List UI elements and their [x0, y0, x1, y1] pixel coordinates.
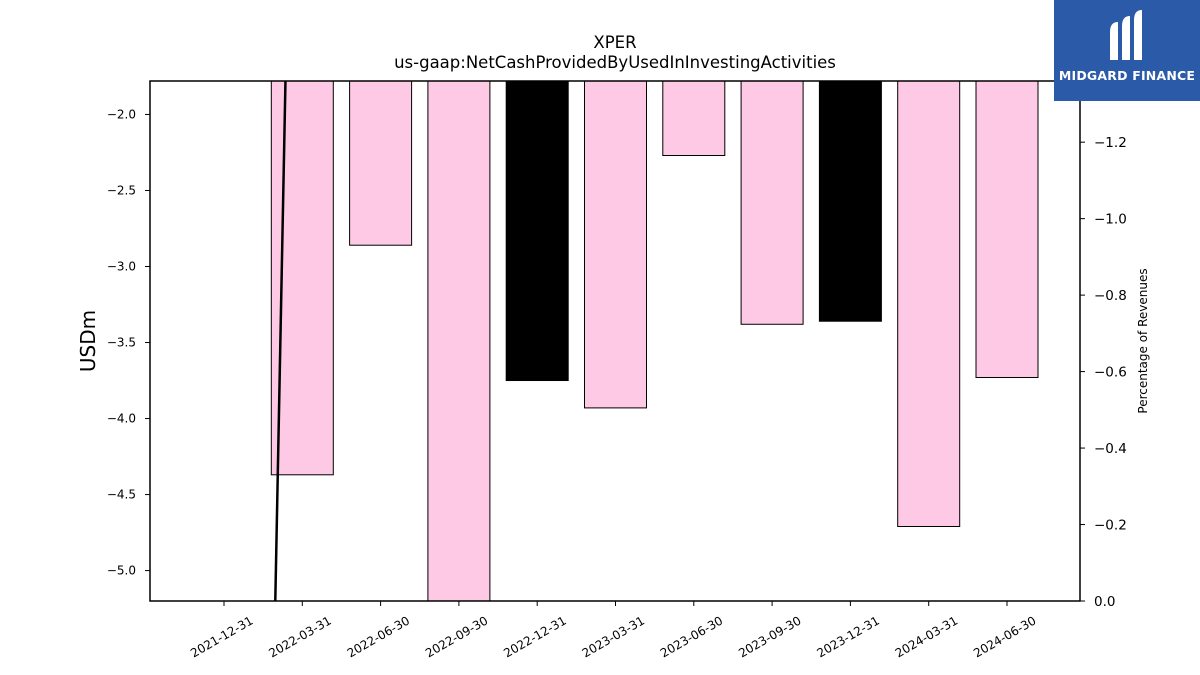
- x-tick-label: 2024-03-31: [893, 613, 960, 660]
- x-tick-label: 2021-12-31: [188, 613, 255, 660]
- x-tick-label: 2024-06-30: [971, 613, 1038, 660]
- x-tick-label: 2023-09-30: [736, 613, 803, 660]
- y-tick-label-left: −3.0: [107, 259, 136, 273]
- bar-2022-09-30: [427, 80, 491, 602]
- y-tick-label-right: −0.4: [1094, 441, 1127, 457]
- bar-2023-09-30: [740, 80, 804, 325]
- y-tick-label-left: −2.0: [107, 107, 136, 121]
- y-axis-label-left: USDm: [76, 310, 100, 372]
- x-tick-label: 2023-03-31: [580, 613, 647, 660]
- bar-2023-12-31: [818, 80, 882, 322]
- y-tick-label-right: −0.8: [1094, 288, 1127, 304]
- y-tick-label-left: −3.5: [107, 336, 136, 350]
- y-tick-label-left: −2.5: [107, 183, 136, 197]
- y-tick-label-right: −0.6: [1094, 365, 1127, 381]
- bar-2023-06-30: [662, 80, 726, 157]
- y-tick-label-right: −0.2: [1094, 518, 1127, 534]
- line-group: [274, 80, 287, 602]
- bar-2022-12-31: [505, 80, 569, 382]
- y-tick-label-right: −1.2: [1094, 135, 1127, 151]
- x-tick-label: 2023-12-31: [814, 613, 881, 660]
- y-axis-right: −1.2 −1.0 −0.8 −0.6 −0.4 −0.2 0.0: [1080, 135, 1127, 610]
- bars-group: [270, 80, 1039, 602]
- chart-title: XPER: [593, 33, 636, 52]
- logo-text: MIDGARD FINANCE: [1058, 68, 1196, 83]
- chart-subtitle: us-gaap:NetCashProvidedByUsedInInvesting…: [394, 53, 836, 72]
- y-tick-label-left: −4.0: [107, 412, 136, 426]
- y-tick-label-left: −4.5: [107, 488, 136, 502]
- x-tick-label: 2022-03-31: [266, 613, 333, 660]
- y-tick-label-right: −1.0: [1094, 212, 1127, 228]
- x-axis: 2021-12-31 2022-03-31 2022-06-30 2022-09-30…: [188, 601, 1039, 660]
- bar-2024-06-30: [975, 80, 1039, 378]
- x-tick-label: 2022-12-31: [501, 613, 568, 660]
- bar-2024-03-31: [897, 80, 961, 527]
- y-tick-label-right: 0.0: [1094, 594, 1115, 610]
- x-tick-label: 2023-06-30: [658, 613, 725, 660]
- y-axis-label-right: Percentage of Revenues: [1136, 268, 1150, 413]
- y-axis-left: −2.0 −2.5 −3.0 −3.5 −4.0 −4.5 −5.0: [107, 107, 150, 578]
- brand-logo: MIDGARD FINANCE: [1054, 0, 1200, 101]
- series-line: [274, 80, 287, 602]
- x-tick-label: 2022-09-30: [423, 613, 490, 660]
- logo-mark-icon: [1110, 10, 1142, 60]
- x-tick-label: 2022-06-30: [345, 613, 412, 660]
- y-tick-label-left: −5.0: [107, 564, 136, 578]
- bar-2023-03-31: [584, 80, 647, 409]
- bar-2022-06-30: [349, 80, 413, 246]
